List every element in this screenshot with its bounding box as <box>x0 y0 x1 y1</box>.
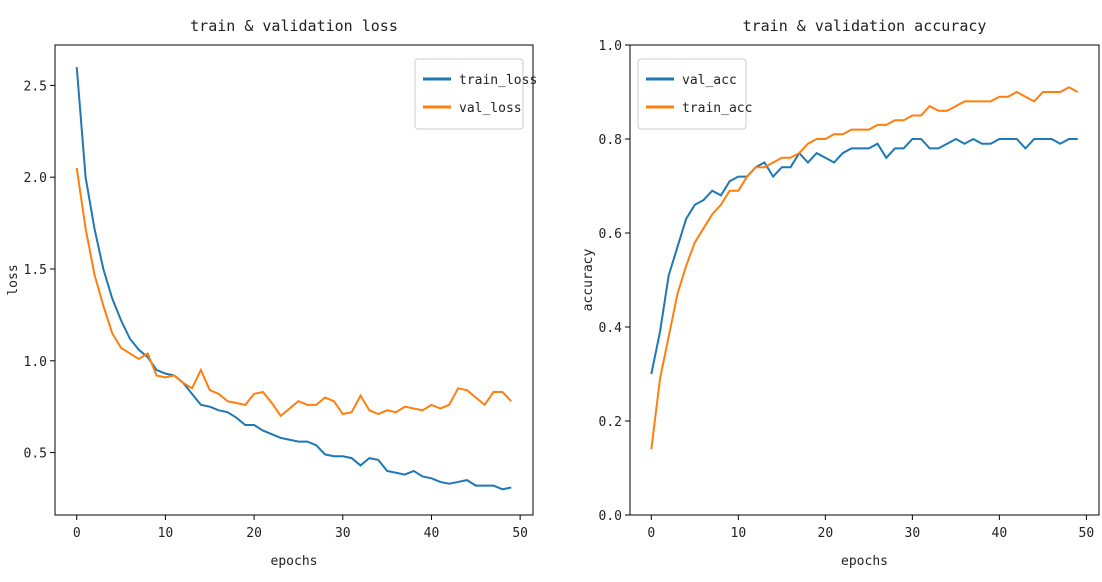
line-series <box>75 66 512 491</box>
y-tick-label: 0.4 <box>599 321 623 336</box>
y-tick-label: 1.5 <box>24 263 47 278</box>
x-tick-label: 40 <box>424 526 440 541</box>
y-axis-label: loss <box>6 264 21 295</box>
y-tick-label: 1.0 <box>599 39 622 54</box>
y-tick-label: 0.6 <box>599 227 622 242</box>
y-tick-label: 0.0 <box>599 509 622 524</box>
line-series <box>75 167 512 418</box>
y-tick-label: 1.0 <box>24 355 47 370</box>
y-axis-label: accuracy <box>581 249 596 312</box>
x-axis-label: epochs <box>271 554 318 569</box>
x-tick-label: 20 <box>818 526 834 541</box>
line-series <box>650 137 1078 375</box>
legend-label: train_loss <box>459 73 537 88</box>
plot-frame <box>629 44 1100 516</box>
x-tick-label: 40 <box>992 526 1008 541</box>
y-tick-label: 2.0 <box>24 171 47 186</box>
x-tick-label: 0 <box>73 526 81 541</box>
legend-label: val_acc <box>682 73 737 88</box>
chart-title: train & validation accuracy <box>743 17 987 35</box>
legend-label: train_acc <box>682 101 752 116</box>
x-tick-label: 10 <box>158 526 174 541</box>
line-series <box>650 86 1079 450</box>
x-tick-label: 30 <box>905 526 921 541</box>
legend-label: val_loss <box>459 101 522 116</box>
x-tick-label: 0 <box>647 526 655 541</box>
legend-box <box>414 58 524 130</box>
y-tick-label: 0.8 <box>599 133 622 148</box>
x-tick-label: 50 <box>512 526 528 541</box>
x-axis-label: epochs <box>841 554 888 569</box>
y-tick-label: 0.5 <box>24 447 47 462</box>
chart-title: train & validation loss <box>190 17 398 35</box>
y-tick-label: 2.5 <box>24 79 47 94</box>
x-tick-label: 50 <box>1079 526 1095 541</box>
x-tick-label: 20 <box>246 526 262 541</box>
x-tick-label: 30 <box>335 526 351 541</box>
x-tick-label: 10 <box>731 526 747 541</box>
plot-frame <box>54 44 534 516</box>
legend-box <box>637 58 747 130</box>
y-tick-label: 0.2 <box>599 415 622 430</box>
